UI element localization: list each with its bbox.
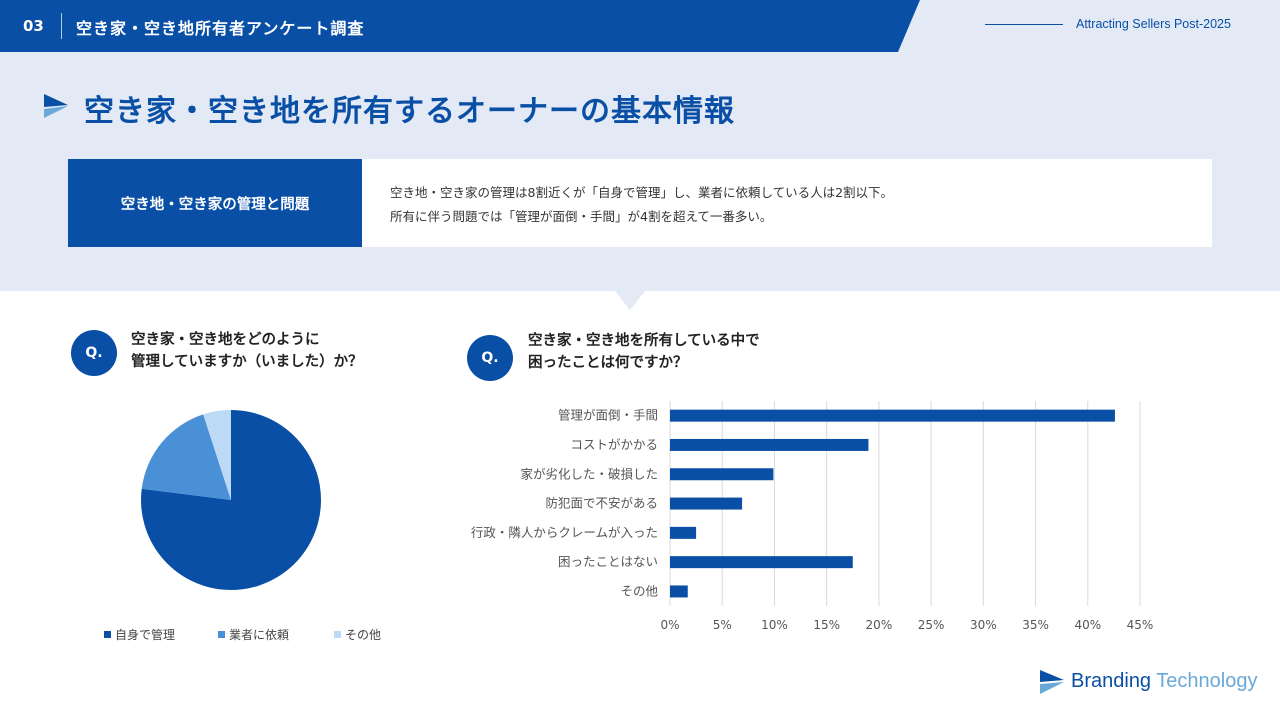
bar-chart: 0% 5% 10% 15% 20% 25% 30% 35% 40% 45% 管理が面倒・手間コストが… <box>471 401 1154 632</box>
x-tick-label: 20% <box>866 618 893 632</box>
header-rule <box>985 24 1063 25</box>
category-label: その他 <box>620 583 658 598</box>
category-label: コストがかかる <box>570 437 658 452</box>
category-label: 行政・隣人からクレームが入った <box>471 525 658 540</box>
legend-item-self: 自身で管理 <box>104 626 175 643</box>
bar-1 <box>670 438 869 451</box>
header-subtitle: Attracting Sellers Post-2025 <box>1076 17 1231 31</box>
summary-line-1: 空き地・空き家の管理は8割近くが「自身で管理」し、業者に依頼している人は2割以下… <box>390 185 894 200</box>
title-arrow-icon <box>44 94 68 118</box>
category-label: 防犯面で不安がある <box>545 496 658 511</box>
x-tick-label: 10% <box>761 618 788 632</box>
legend-item-other: その他 <box>334 626 381 643</box>
question-badge-2: Q. <box>467 335 513 381</box>
bar-3 <box>670 497 743 510</box>
x-tick-label: 25% <box>918 618 945 632</box>
x-tick-label: 30% <box>970 618 997 632</box>
page-title: 空き家・空き地を所有するオーナーの基本情報 <box>84 94 735 129</box>
section-number: 03 <box>23 17 44 35</box>
x-tick-label: 35% <box>1022 618 1049 632</box>
x-tick-label: 15% <box>813 618 840 632</box>
header-bar <box>0 0 920 52</box>
summary-box <box>362 159 1212 247</box>
legend-swatch-vendor <box>218 631 225 638</box>
question-2-line-2: 困ったことは何ですか？ <box>528 355 688 371</box>
pie-slice-0 <box>141 410 322 590</box>
bar-5 <box>670 556 853 569</box>
brand-logo-text: Branding Technology <box>1071 670 1257 693</box>
question-1-line-2: 管理していますか（いました）か？ <box>131 354 363 370</box>
legend-label-vendor: 業者に依頼 <box>229 628 290 642</box>
x-tick-label: 5% <box>713 618 732 632</box>
x-tick-label: 45% <box>1127 618 1154 632</box>
summary-line-2: 所有に伴う問題では「管理が面倒・手間」が4割を超えて一番多い。 <box>390 209 773 224</box>
question-text-2: 空き家・空き地を所有している中で 困ったことは何ですか？ <box>528 330 760 374</box>
question-1-line-1: 空き家・空き地をどのように <box>131 332 320 348</box>
pie-slice-2 <box>203 410 231 500</box>
legend-swatch-self <box>104 631 111 638</box>
question-badge-1: Q. <box>71 330 117 376</box>
legend-item-vendor: 業者に依頼 <box>218 626 289 643</box>
brand-word-2: Technology <box>1156 670 1258 692</box>
category-label: 困ったことはない <box>558 554 658 569</box>
category-label: 管理が面倒・手間 <box>558 408 658 423</box>
legend-swatch-other <box>334 631 341 638</box>
bar-6 <box>670 585 688 598</box>
brand-logo-icon <box>1040 670 1064 694</box>
category-label: 家が劣化した・破損した <box>520 466 658 481</box>
legend-label-other: その他 <box>345 628 382 642</box>
section-pointer <box>614 290 646 310</box>
brand-word-1: Branding <box>1071 670 1152 692</box>
header-divider <box>61 13 62 39</box>
header-title: 空き家・空き地所有者アンケート調査 <box>76 19 365 38</box>
pie-slice-1 <box>141 414 231 500</box>
pie-chart <box>141 410 322 590</box>
bar-4 <box>670 526 697 539</box>
legend-label-self: 自身で管理 <box>115 628 176 642</box>
question-text-1: 空き家・空き地をどのように 管理していますか（いました）か？ <box>131 329 363 373</box>
x-tick-label: 0% <box>660 618 679 632</box>
x-tick-label: 40% <box>1074 618 1101 632</box>
bar-0 <box>670 409 1115 422</box>
question-2-line-1: 空き家・空き地を所有している中で <box>528 333 760 349</box>
bar-2 <box>670 468 774 481</box>
summary-label: 空き地・空き家の管理と問題 <box>68 159 362 247</box>
